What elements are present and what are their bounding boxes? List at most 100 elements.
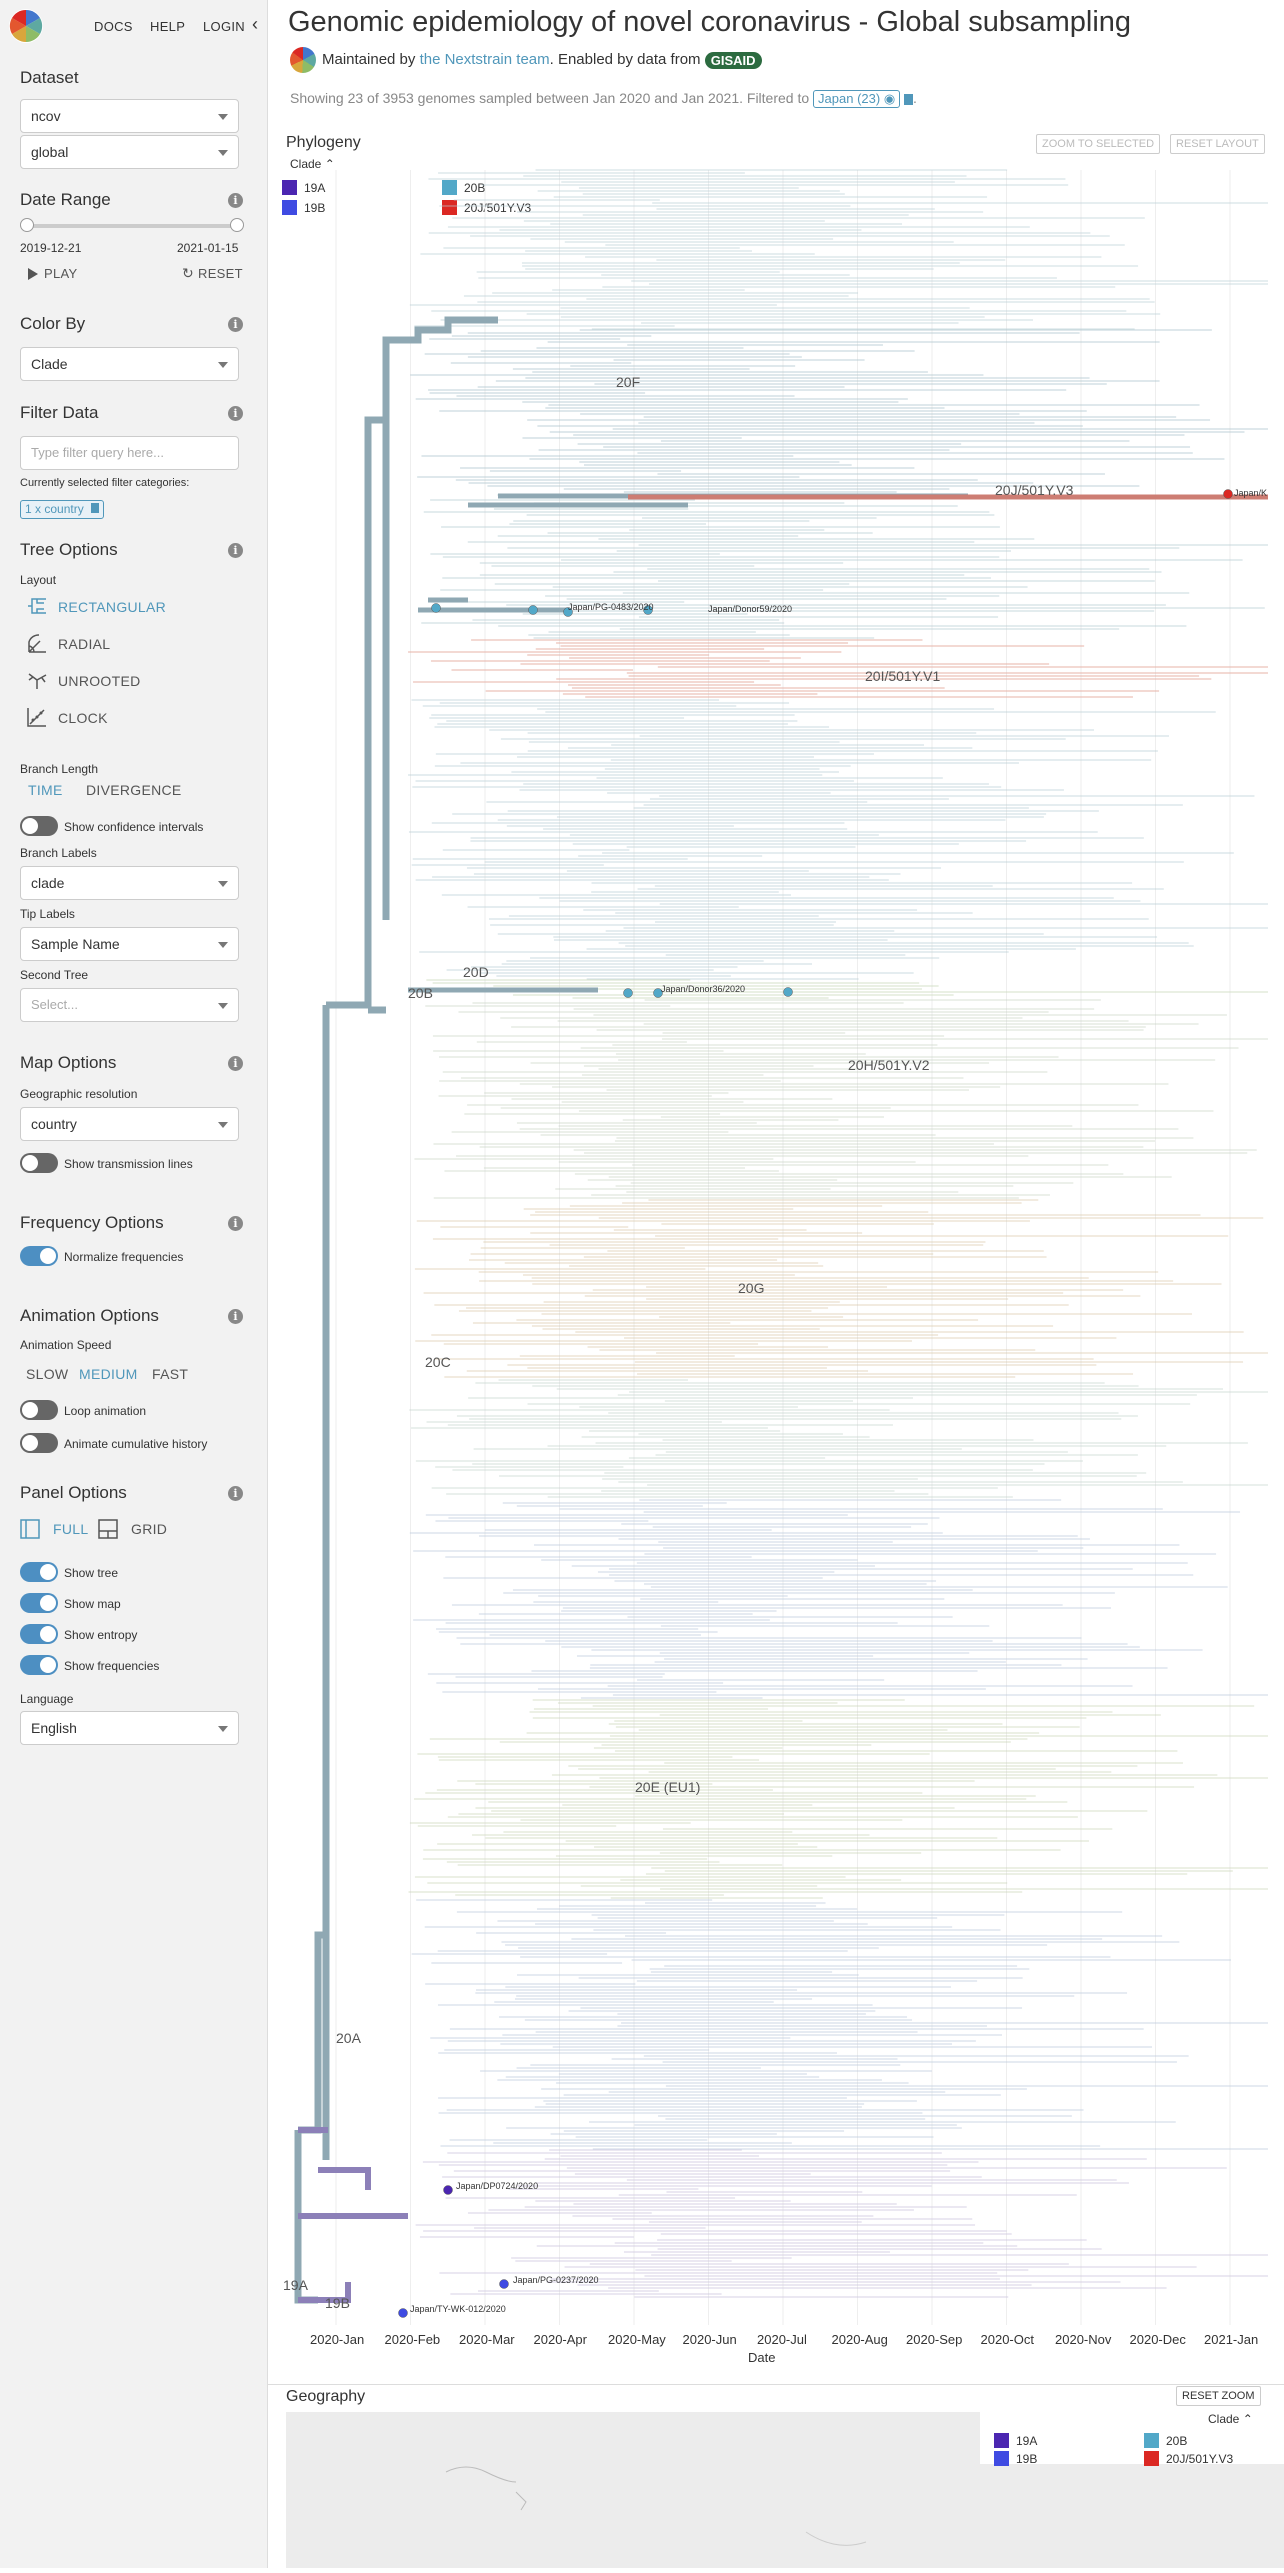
info-icon[interactable]: i <box>228 543 243 558</box>
normalize-toggle[interactable] <box>20 1246 58 1266</box>
info-icon[interactable]: i <box>228 1216 243 1231</box>
unrooted-layout-icon[interactable] <box>26 669 48 691</box>
reset-layout-button[interactable]: RESET LAYOUT <box>1170 134 1265 154</box>
panel-full[interactable]: FULL <box>53 1521 89 1537</box>
speed-fast[interactable]: FAST <box>152 1366 189 1382</box>
legend-swatch[interactable] <box>442 180 457 195</box>
speed-medium[interactable]: MEDIUM <box>79 1366 138 1382</box>
tip-node[interactable] <box>1223 489 1233 499</box>
info-icon[interactable]: i <box>228 1309 243 1324</box>
tip-node[interactable] <box>398 2308 408 2318</box>
layout-radial[interactable]: RADIAL <box>58 636 111 652</box>
eye-icon[interactable]: ◉ <box>883 91 896 106</box>
layout-unrooted[interactable]: UNROOTED <box>58 673 141 689</box>
info-icon[interactable]: i <box>228 406 243 421</box>
filter-badge[interactable]: Japan (23) ◉ <box>813 90 901 108</box>
map-legend-title[interactable]: Clade ⌃ <box>1208 2412 1253 2426</box>
legend-title[interactable]: Clade ⌃ <box>290 157 335 171</box>
x-tick-label: 2020-Feb <box>384 2332 441 2347</box>
rectangular-layout-icon[interactable] <box>26 595 48 617</box>
second-tree-select[interactable]: Select... <box>20 988 239 1022</box>
info-icon[interactable]: i <box>228 317 243 332</box>
info-icon[interactable]: i <box>228 1056 243 1071</box>
tip-label[interactable]: Japan/K <box>1234 488 1268 498</box>
full-panel-icon[interactable] <box>20 1519 40 1539</box>
tip-node[interactable] <box>653 988 663 998</box>
tip-node[interactable] <box>499 2279 509 2289</box>
map-legend-swatch[interactable] <box>994 2451 1009 2466</box>
panel-grid[interactable]: GRID <box>131 1521 168 1537</box>
layout-rectangular[interactable]: RECTANGULAR <box>58 599 167 615</box>
confidence-toggle[interactable] <box>20 816 58 836</box>
tip-node[interactable] <box>443 2185 453 2195</box>
docs-link[interactable]: DOCS <box>94 19 133 34</box>
layout-clock[interactable]: CLOCK <box>58 710 108 726</box>
speed-slow[interactable]: SLOW <box>26 1366 69 1382</box>
map-legend-swatch[interactable] <box>994 2433 1009 2448</box>
trash-icon[interactable] <box>904 93 914 105</box>
clade-label: 19B <box>325 2295 350 2311</box>
maintained-prefix: Maintained by <box>322 50 420 68</box>
second-tree-placeholder: Select... <box>31 997 78 1012</box>
color-by-select[interactable]: Clade <box>20 347 239 381</box>
info-icon[interactable]: i <box>228 1486 243 1501</box>
tip-node[interactable] <box>623 988 633 998</box>
tip-node[interactable] <box>783 987 793 997</box>
branch-length-divergence[interactable]: DIVERGENCE <box>86 782 182 798</box>
tip-node[interactable] <box>643 605 653 615</box>
legend-swatch[interactable] <box>282 180 297 195</box>
gisaid-logo[interactable]: GISAID <box>704 51 762 69</box>
map-legend-swatch[interactable] <box>1144 2451 1159 2466</box>
zoom-to-selected-button[interactable]: ZOOM TO SELECTED <box>1036 134 1161 154</box>
tip-label[interactable]: Japan/Donor36/2020 <box>661 984 746 994</box>
show-frequencies-toggle[interactable] <box>20 1655 58 1675</box>
tip-label[interactable]: Japan/PG-0237/2020 <box>513 2275 599 2285</box>
phylogeny-tree[interactable] <box>268 0 1284 2380</box>
panel-options-title: Panel Options <box>20 1483 127 1502</box>
language-select[interactable]: English <box>20 1711 239 1745</box>
branch-length-time[interactable]: TIME <box>28 782 63 798</box>
collapse-sidebar-icon[interactable]: ‹ <box>252 14 258 34</box>
date-slider-end-handle[interactable] <box>230 218 244 232</box>
transmission-toggle[interactable] <box>20 1153 58 1173</box>
login-link[interactable]: LOGIN <box>203 19 245 34</box>
legend-swatch[interactable] <box>442 200 457 215</box>
tip-node[interactable] <box>563 607 573 617</box>
geo-resolution-select[interactable]: country <box>20 1107 239 1141</box>
loop-toggle[interactable] <box>20 1400 58 1420</box>
grid-panel-icon[interactable] <box>98 1519 118 1539</box>
cumulative-toggle[interactable] <box>20 1433 58 1453</box>
filter-chip-label: 1 x country <box>25 502 84 516</box>
date-slider-start-handle[interactable] <box>20 218 34 232</box>
help-link[interactable]: HELP <box>150 19 186 34</box>
reset-zoom-button[interactable]: RESET ZOOM <box>1176 2386 1261 2406</box>
show-map-toggle[interactable] <box>20 1593 58 1613</box>
tip-node[interactable] <box>431 603 441 613</box>
dataset-select[interactable]: ncov <box>20 99 239 133</box>
geo-resolution-label: Geographic resolution <box>20 1087 138 1101</box>
show-tree-toggle[interactable] <box>20 1562 58 1582</box>
tip-label[interactable]: Japan/TY-WK-012/2020 <box>410 2304 506 2314</box>
dataset-sub-select[interactable]: global <box>20 135 239 169</box>
date-slider-track[interactable] <box>27 224 237 228</box>
tip-label[interactable]: Japan/PG-0483/2020 <box>568 602 654 612</box>
radial-layout-icon[interactable] <box>26 632 48 654</box>
team-link[interactable]: the Nextstrain team <box>419 50 550 68</box>
map-legend-swatch[interactable] <box>1144 2433 1159 2448</box>
info-icon[interactable]: i <box>228 193 243 208</box>
nextstrain-logo-icon[interactable] <box>8 8 44 44</box>
tip-label[interactable]: Japan/DP0724/2020 <box>456 2181 539 2191</box>
date-start: 2019-12-21 <box>20 241 82 255</box>
tip-node[interactable] <box>528 605 538 615</box>
filter-input[interactable]: Type filter query here... <box>20 436 239 470</box>
clock-layout-icon[interactable] <box>26 706 48 728</box>
trash-icon[interactable] <box>91 503 100 513</box>
legend-swatch[interactable] <box>282 200 297 215</box>
branch-labels-select[interactable]: clade <box>20 866 239 900</box>
filter-chip[interactable]: 1 x country <box>20 500 105 519</box>
x-tick-label: 2020-Jul <box>757 2332 807 2347</box>
tip-labels-select[interactable]: Sample Name <box>20 927 239 961</box>
show-entropy-toggle[interactable] <box>20 1624 58 1644</box>
branch-labels-label: Branch Labels <box>20 846 97 860</box>
tip-label[interactable]: Japan/Donor59/2020 <box>708 604 793 614</box>
